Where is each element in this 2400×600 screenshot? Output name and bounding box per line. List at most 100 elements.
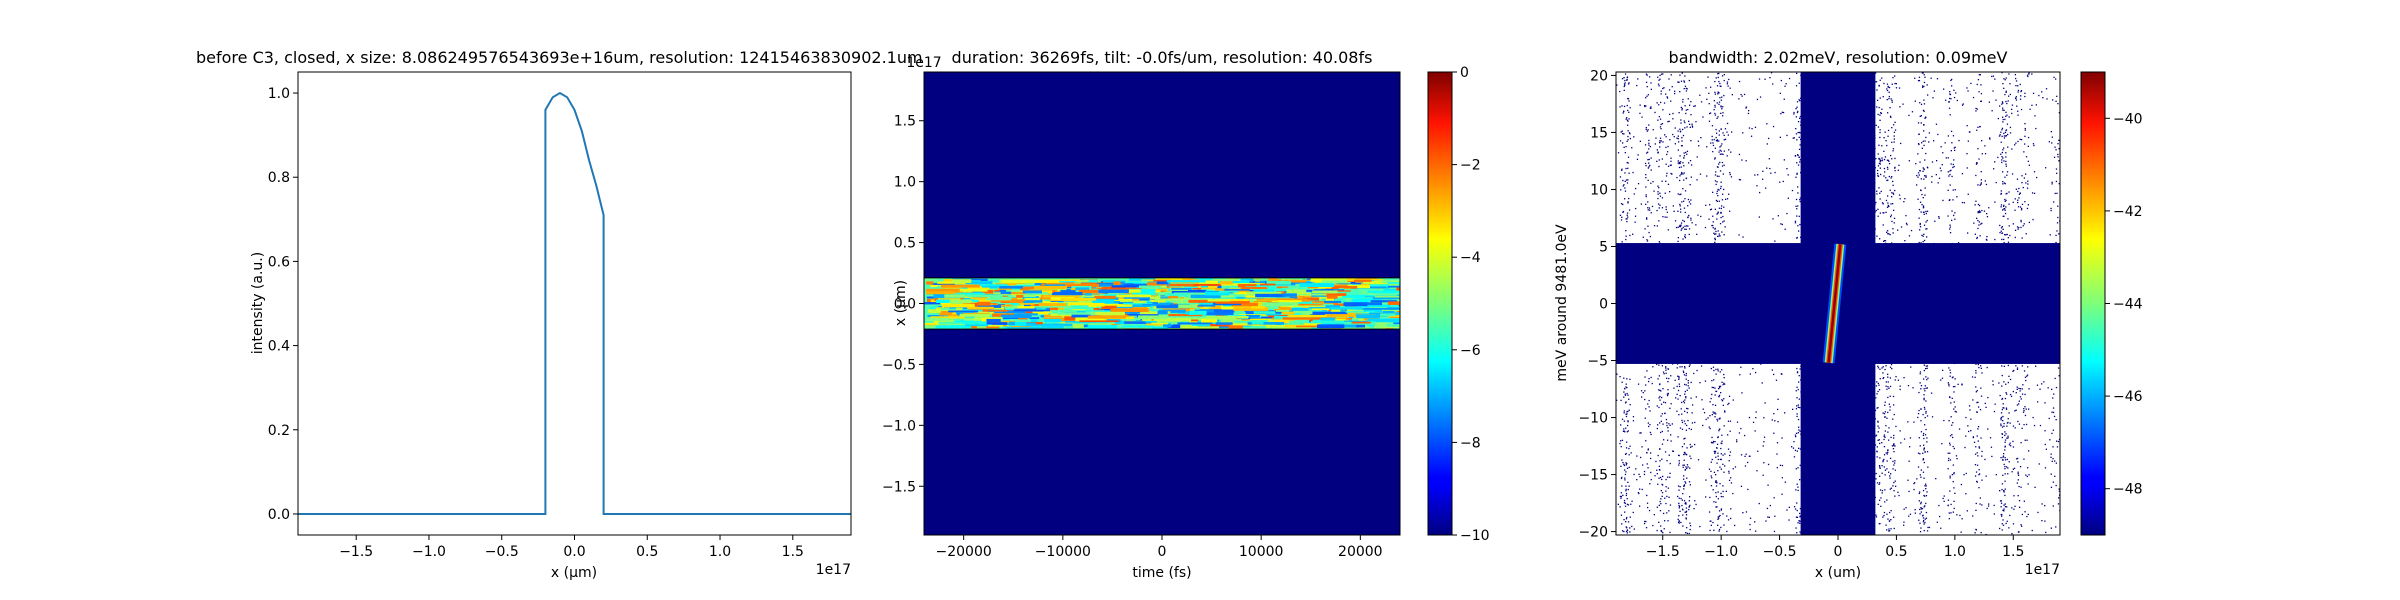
scatter-point — [1786, 212, 1788, 215]
scatter-point — [1666, 96, 1668, 98]
scatter-point — [1664, 216, 1666, 218]
scatter-point — [1879, 368, 1881, 370]
scatter-point — [1978, 473, 1981, 475]
scatter-point — [1647, 151, 1649, 153]
scatter-point — [1978, 224, 1980, 226]
scatter-point — [1963, 474, 1965, 476]
scatter-point — [1763, 441, 1765, 443]
scatter-point — [1976, 129, 1978, 131]
scatter-point — [2061, 285, 2062, 286]
scatter-point — [1749, 373, 1751, 375]
scatter-point — [2057, 367, 2060, 369]
scatter-point — [2007, 418, 2009, 420]
scatter-point — [1994, 201, 1996, 203]
scatter-point — [2003, 135, 2006, 137]
scatter-point — [2003, 381, 2005, 383]
scatter-point — [1676, 363, 1679, 365]
scatter-point — [1893, 451, 1895, 453]
scatter-point — [1685, 90, 1688, 92]
scatter-point — [1678, 497, 1680, 499]
scatter-point — [1924, 485, 1926, 487]
scatter-point — [1647, 179, 1649, 181]
band-streak — [1351, 321, 1371, 324]
scatter-point — [1981, 222, 1983, 224]
scatter-point — [2028, 73, 2030, 75]
scatter-point — [1919, 102, 1921, 104]
band-streak — [1168, 283, 1200, 287]
scatter-point — [1762, 178, 1764, 180]
scatter-point — [1720, 468, 1722, 470]
band-streak — [1004, 306, 1018, 309]
scatter-point — [1919, 445, 1921, 447]
scatter-point — [1989, 137, 1991, 139]
y-tick-label: −0.5 — [882, 357, 916, 373]
scatter-point — [1874, 72, 1877, 74]
band-streak — [949, 299, 971, 304]
scatter-point — [1713, 379, 1715, 381]
scatter-point — [1666, 424, 1668, 427]
scatter-point — [2020, 95, 2022, 97]
scatter-point — [1887, 381, 1889, 383]
scatter-point — [1755, 417, 1757, 419]
scatter-point — [1721, 199, 1724, 201]
scatter-point — [1798, 398, 1800, 400]
scatter-point — [1984, 153, 1987, 155]
scatter-point — [1727, 448, 1730, 450]
scatter-point — [1640, 390, 1643, 392]
scatter-point — [1797, 121, 1800, 123]
scatter-point — [2021, 207, 2023, 210]
scatter-point — [1716, 192, 1718, 195]
scatter-point — [1648, 158, 1650, 161]
band-streak — [1059, 320, 1073, 325]
scatter-point — [1797, 192, 1799, 194]
scatter-point — [1981, 209, 1983, 212]
scatter-point — [1683, 484, 1686, 486]
scatter-point — [1795, 128, 1797, 130]
scatter-point — [2006, 233, 2008, 236]
scatter-point — [2004, 93, 2006, 96]
scatter-point — [1640, 456, 1642, 459]
x-tick-label: 0 — [1158, 544, 1167, 560]
panel-spectrum: bandwidth: 2.02meV, resolution: 0.09meV … — [1554, 48, 2143, 581]
scatter-point — [1717, 91, 1719, 93]
scatter-point — [1714, 106, 1716, 108]
scatter-point — [1908, 235, 1911, 237]
band-streak — [1367, 318, 1400, 323]
scatter-point — [1894, 167, 1896, 169]
scatter-point — [1710, 367, 1712, 370]
scatter-point — [1878, 85, 1880, 87]
scatter-point — [2051, 136, 2053, 138]
scatter-point — [1876, 393, 1878, 395]
scatter-point — [1658, 116, 1660, 118]
scatter-point — [1623, 412, 1625, 414]
scatter-point — [1686, 477, 1688, 479]
scatter-point — [1670, 172, 1672, 175]
scatter-point — [1646, 502, 1649, 504]
band-streak — [1012, 305, 1035, 309]
scatter-point — [1627, 504, 1630, 506]
scatter-point — [1923, 444, 1925, 446]
scatter-point — [2044, 430, 2046, 432]
scatter-point — [2008, 444, 2011, 446]
scatter-point — [1955, 411, 1957, 413]
scatter-point — [1730, 477, 1732, 479]
band-streak — [1122, 311, 1142, 314]
scatter-point — [2000, 141, 2002, 143]
band-streak — [1006, 313, 1038, 316]
scatter-point — [1787, 197, 1789, 199]
scatter-point — [2007, 241, 2010, 243]
scatter-point — [1721, 108, 1723, 110]
scatter-point — [1967, 425, 1969, 427]
scatter-point — [1953, 214, 1955, 217]
scatter-point — [1715, 492, 1717, 494]
scatter-point — [1941, 443, 1943, 445]
scatter-point — [2058, 139, 2060, 141]
scatter-point — [1759, 191, 1761, 194]
scatter-point — [2031, 104, 2033, 106]
scatter-point — [1659, 126, 1662, 128]
scatter-point — [2003, 425, 2005, 427]
scatter-point — [1623, 391, 1625, 393]
scatter-point — [1881, 108, 1883, 110]
scatter-point — [1928, 132, 1930, 134]
scatter-point — [1747, 461, 1749, 464]
